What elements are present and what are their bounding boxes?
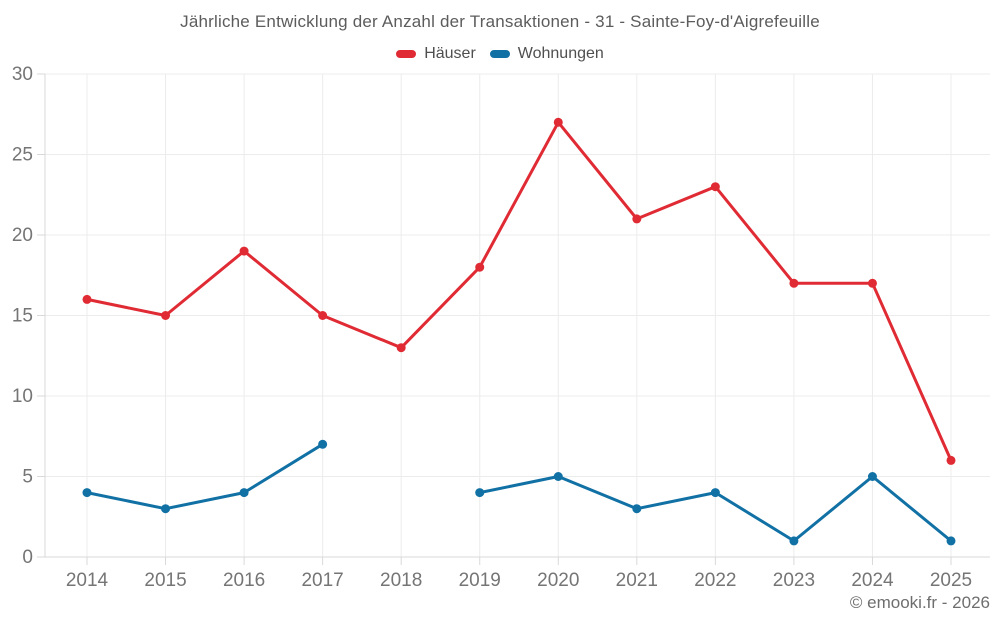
y-axis-label: 0 [22, 547, 33, 568]
x-axis-label: 2023 [773, 570, 815, 591]
y-axis-label: 30 [12, 64, 33, 85]
data-point[interactable] [318, 311, 328, 320]
data-point[interactable] [396, 343, 406, 353]
data-point[interactable] [632, 214, 642, 224]
data-point[interactable] [867, 472, 877, 481]
data-point[interactable] [161, 311, 171, 320]
data-point[interactable] [161, 504, 171, 514]
y-axis-label: 25 [12, 145, 33, 166]
x-axis-label: 2022 [694, 570, 736, 591]
data-point[interactable] [946, 455, 956, 465]
chart-legend: Häuser Wohnungen [0, 45, 1000, 63]
data-point[interactable] [710, 488, 720, 498]
data-point[interactable] [82, 294, 92, 304]
data-point[interactable] [710, 182, 720, 192]
data-point[interactable] [867, 278, 877, 288]
data-point[interactable] [553, 472, 563, 481]
data-point[interactable] [82, 488, 92, 498]
x-axis-label: 2014 [66, 570, 109, 591]
y-axis-label: 10 [12, 386, 33, 407]
data-point[interactable] [632, 504, 642, 514]
legend-item-haeuser[interactable]: Häuser [396, 45, 476, 63]
data-point[interactable] [239, 488, 249, 498]
x-axis-label: 2015 [144, 570, 186, 591]
series-line [85, 442, 953, 543]
legend-swatch-wohnungen-icon [489, 50, 510, 58]
data-point[interactable] [318, 439, 328, 449]
x-axis-label: 2019 [459, 570, 501, 591]
legend-item-wohnungen[interactable]: Wohnungen [489, 45, 604, 63]
data-point[interactable] [239, 246, 249, 256]
x-axis-label: 2017 [301, 570, 343, 591]
data-point[interactable] [475, 488, 485, 498]
x-axis-label: 2016 [223, 570, 265, 591]
data-point[interactable] [789, 278, 799, 288]
data-point[interactable] [553, 117, 563, 127]
legend-swatch-haeuser-icon [396, 50, 417, 58]
y-axis-label: 15 [12, 306, 33, 327]
data-point[interactable] [789, 536, 799, 546]
copyright-text: © emooki.fr - 2026 [849, 593, 990, 612]
x-axis-label: 2024 [851, 570, 894, 591]
chart-title: Jährliche Entwicklung der Anzahl der Tra… [180, 12, 820, 31]
y-axis-label: 20 [12, 225, 33, 246]
data-point[interactable] [946, 536, 956, 546]
series-line [85, 120, 953, 462]
x-axis-label: 2025 [930, 570, 972, 591]
x-axis-label: 2021 [616, 570, 658, 591]
x-axis-label: 2020 [537, 570, 579, 591]
y-axis-label: 5 [22, 467, 33, 488]
legend-label-wohnungen: Wohnungen [517, 45, 604, 62]
x-axis-label: 2018 [380, 570, 422, 591]
legend-label-haeuser: Häuser [424, 45, 476, 62]
data-point[interactable] [475, 262, 485, 272]
